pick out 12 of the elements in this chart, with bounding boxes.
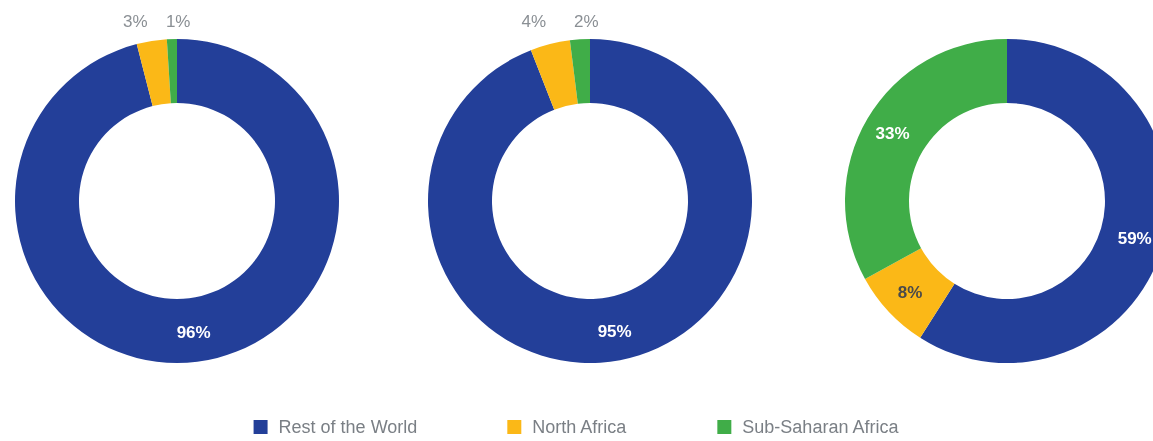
data-label: 1% <box>165 11 191 31</box>
data-label: 3% <box>123 11 148 31</box>
data-label: 95% <box>597 322 632 342</box>
legend-label: North Africa <box>532 417 628 437</box>
data-label: 33% <box>875 123 910 143</box>
legend-label: Sub-Saharan Africa <box>742 417 900 437</box>
data-label: 59% <box>1117 228 1152 248</box>
data-label: 2% <box>573 11 599 31</box>
data-label: 4% <box>521 11 547 31</box>
legend-label: Rest of the World <box>278 417 418 437</box>
data-label: 8% <box>897 282 923 302</box>
data-label: 96% <box>176 323 211 343</box>
